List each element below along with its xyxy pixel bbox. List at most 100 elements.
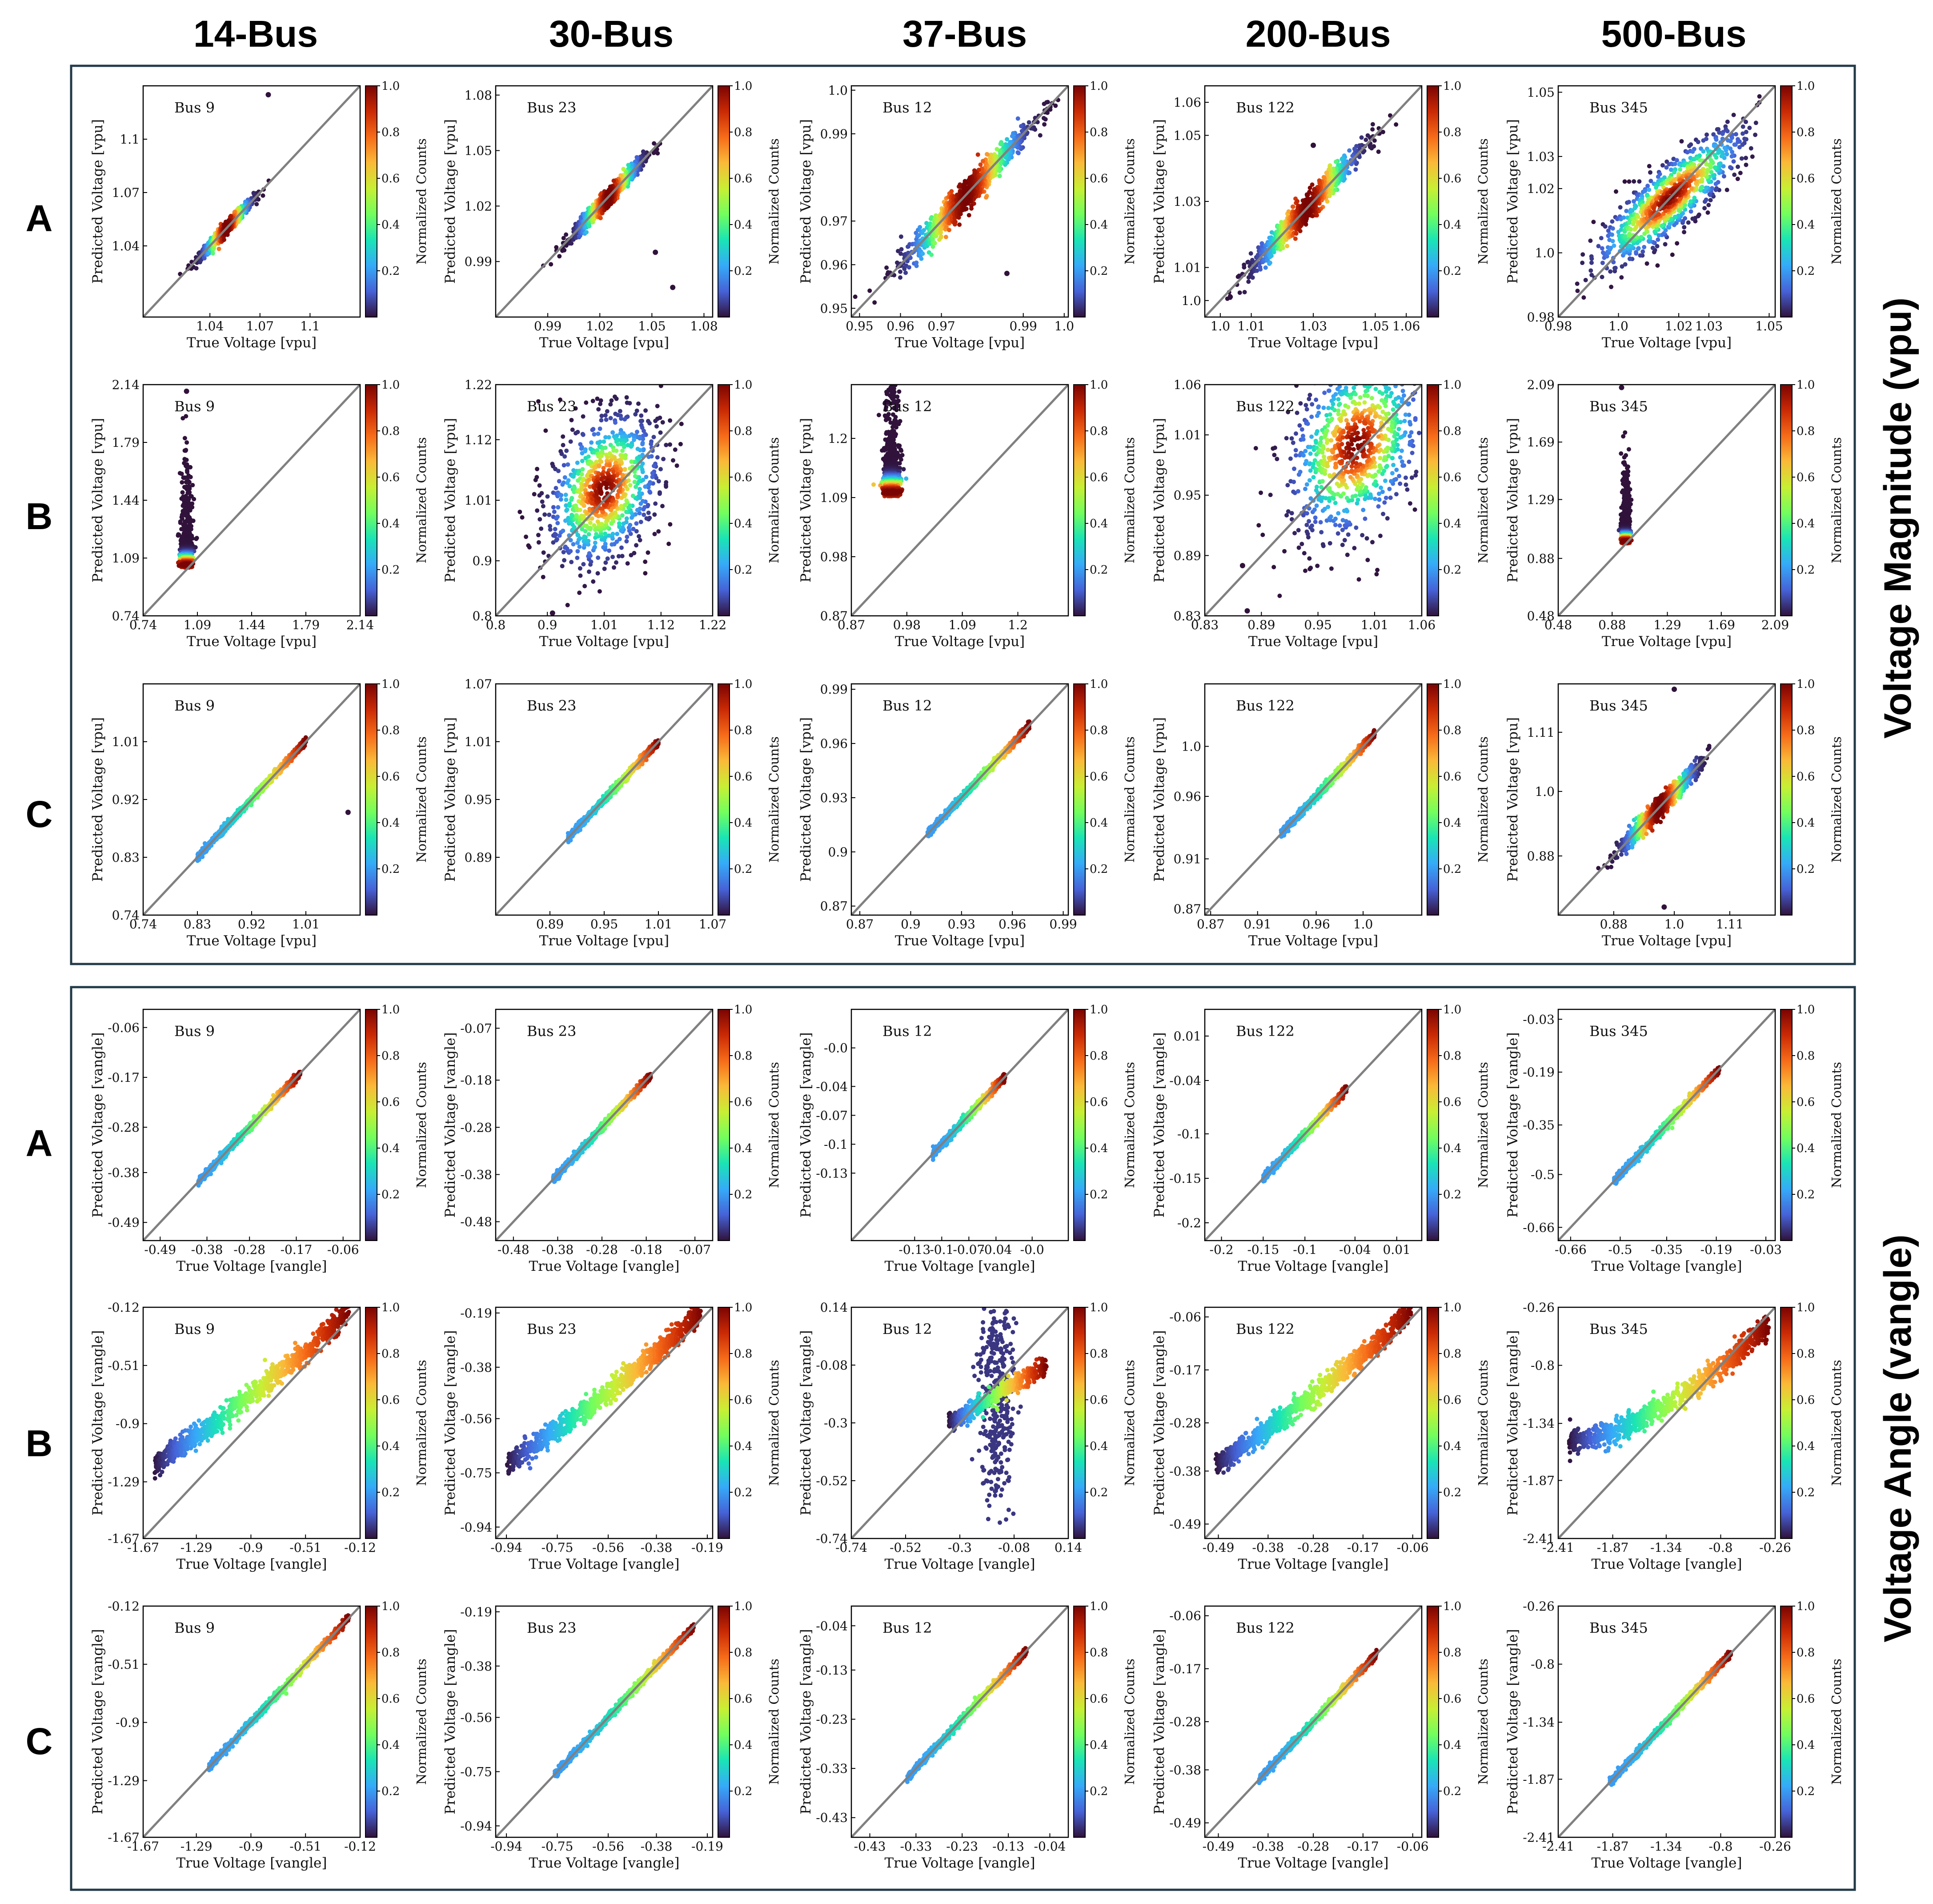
scatter-point [1656, 233, 1661, 238]
column-title-200-bus: 200-Bus [1246, 13, 1391, 55]
scatter-points [1225, 113, 1399, 301]
scatter-point [224, 231, 229, 235]
scatter-point [1749, 146, 1753, 151]
scatter-point [1304, 213, 1309, 218]
scatter-point [187, 480, 191, 485]
scatter-point [1624, 209, 1629, 213]
scatter-point [1672, 170, 1677, 175]
scatter-point [1650, 245, 1655, 250]
scatter-point [1637, 179, 1642, 184]
scatter-point [1675, 241, 1680, 246]
scatter-point [1689, 186, 1694, 191]
y-tick-label: 1.04 [112, 239, 140, 253]
scatter-point [1731, 112, 1736, 117]
scatter-point [1647, 164, 1652, 169]
scatter-point [924, 221, 929, 225]
scatter-point [1668, 167, 1673, 172]
scatter-point [1701, 138, 1706, 143]
scatter-point [964, 206, 969, 211]
scatter-point [618, 173, 623, 178]
scatter-point [1744, 129, 1749, 134]
scatter-point [1672, 178, 1677, 183]
scatter-point [1704, 197, 1708, 202]
scatter-point [1687, 144, 1692, 149]
scatter-point [1376, 149, 1381, 154]
scatter-point [187, 520, 192, 525]
scatter-point [1705, 168, 1710, 173]
scatter-point [1670, 252, 1675, 257]
scatter-point [1612, 243, 1616, 248]
x-tick-label: 1.0 [1608, 319, 1628, 333]
outlier-point [1311, 142, 1316, 148]
scatter-point [1394, 122, 1399, 127]
scatter-point [1654, 185, 1659, 190]
scatter-point [1739, 156, 1744, 161]
x-tick-label: 1.0 [1211, 319, 1231, 333]
scatter-point [938, 230, 943, 235]
scatter-point [1753, 121, 1758, 125]
scatter-point [183, 448, 188, 453]
scatter-point [1317, 178, 1322, 183]
scatter-point [190, 501, 195, 506]
scatter-point [1610, 226, 1615, 231]
colorbar-tick-label: 0.8 [1090, 126, 1108, 139]
subplot-magnitude-b-14-bus: 0.74 1.09 1.44 1.79 2.140.741.091.441.792.14… [90, 378, 429, 650]
outlier-point [653, 249, 658, 255]
scatter-point [1747, 125, 1752, 130]
scatter-point [1648, 170, 1652, 175]
outlier-point [265, 92, 271, 97]
row-label-c: C [26, 793, 53, 835]
identity-line [1205, 86, 1422, 317]
colorbar-tick-label: 0.8 [1797, 126, 1815, 139]
scatter-point [182, 436, 187, 441]
scatter-point [1714, 155, 1719, 160]
scatter-point [853, 294, 858, 299]
magnitude-panel-frame [70, 64, 1856, 965]
scatter-point [202, 256, 207, 261]
scatter-point [1248, 261, 1253, 266]
colorbar-tick-label: 0.6 [1443, 172, 1461, 185]
scatter-point [1737, 145, 1742, 150]
scatter-point [958, 212, 963, 217]
column-title-30-bus: 30-Bus [549, 13, 674, 55]
scatter-point [1365, 133, 1370, 138]
scatter-point [184, 458, 189, 462]
scatter-point [1005, 137, 1010, 142]
scatter-point [1612, 266, 1617, 270]
colorbar-tick-label: 0.6 [381, 172, 400, 185]
scatter-point [1672, 161, 1677, 166]
colorbar-label: Normalized Counts [1122, 138, 1137, 265]
scatter-point [1588, 268, 1593, 273]
scatter-point [1310, 182, 1315, 187]
x-tick-label: 0.99 [534, 319, 561, 333]
scatter-point [184, 487, 189, 492]
x-tick-label: 1.06 [1392, 319, 1420, 333]
colorbar-tick-label: 0.2 [1090, 265, 1108, 278]
subplot-magnitude-a-500-bus: 0.98 1.0 1.02 1.03 1.050.981.01.021.031.05Tr… [1505, 80, 1844, 351]
y-tick-label: 1.0 [1535, 246, 1555, 261]
magnitude-section-title: Voltage Magnitude (vpu) [1877, 297, 1919, 739]
scatter-point [1588, 238, 1593, 243]
colorbar [1427, 85, 1439, 317]
colorbar-tick-label: 0.6 [734, 172, 752, 185]
scatter-point [549, 262, 553, 267]
scatter-point [1327, 164, 1332, 169]
colorbar-label: Normalized Counts [1476, 138, 1491, 265]
scatter-point [957, 222, 962, 227]
scatter-point [1679, 139, 1684, 144]
y-axis-label: Predicted Voltage [vpu] [90, 119, 106, 284]
scatter-point [1712, 165, 1717, 170]
scatter-point [1704, 185, 1708, 190]
scatter-point [1721, 164, 1726, 169]
scatter-point [592, 217, 597, 221]
scatter-point [1269, 253, 1274, 258]
y-axis-label: Predicted Voltage [vpu] [1151, 119, 1167, 284]
colorbar-tick-label: 1.0 [1090, 80, 1108, 93]
scatter-point [1305, 193, 1310, 198]
scatter-point [1656, 174, 1660, 179]
scatter-point [1628, 256, 1632, 261]
scatter-point [1682, 225, 1687, 230]
scatter-point [1643, 189, 1648, 193]
scatter-point [956, 215, 961, 220]
scatter-point [210, 251, 215, 256]
